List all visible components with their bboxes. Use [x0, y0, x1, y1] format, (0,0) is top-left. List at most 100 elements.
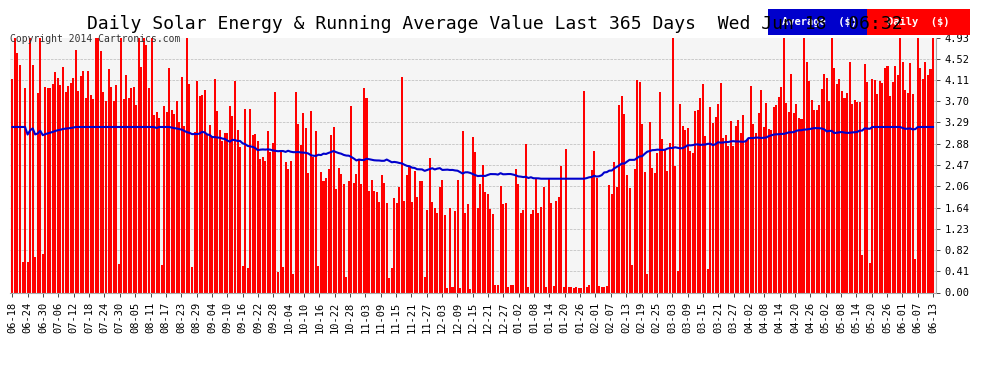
Bar [186, 38, 188, 292]
Bar [305, 128, 307, 292]
Bar [224, 133, 226, 292]
Bar [404, 201, 406, 292]
Bar [74, 50, 76, 292]
Bar [869, 263, 871, 292]
Bar [705, 136, 707, 292]
Bar [424, 277, 426, 292]
Bar [136, 105, 138, 292]
Bar [611, 194, 613, 292]
Bar [209, 124, 211, 292]
Bar [206, 135, 208, 292]
Bar [393, 198, 395, 292]
Bar [378, 202, 380, 292]
Bar [730, 121, 732, 292]
Bar [533, 210, 535, 292]
Bar [249, 110, 251, 292]
Bar [702, 84, 704, 292]
Bar [155, 111, 157, 292]
Bar [818, 105, 821, 292]
Bar [160, 265, 162, 292]
Bar [434, 208, 436, 292]
Bar [530, 214, 532, 292]
Bar [59, 85, 61, 292]
Bar [740, 133, 742, 292]
Bar [414, 171, 416, 292]
Bar [320, 172, 322, 292]
Bar [562, 286, 564, 292]
Bar [631, 264, 633, 292]
Bar [738, 120, 740, 292]
Bar [229, 106, 231, 292]
Bar [909, 63, 911, 292]
Bar [279, 152, 281, 292]
Bar [886, 66, 888, 292]
Bar [783, 38, 785, 292]
Bar [585, 287, 587, 292]
Bar [269, 152, 271, 292]
Bar [484, 192, 486, 292]
Bar [550, 203, 552, 292]
Bar [634, 170, 636, 292]
Bar [858, 102, 860, 292]
Bar [421, 182, 423, 292]
Bar [505, 203, 507, 292]
Bar [456, 180, 458, 292]
Bar [444, 215, 446, 292]
Bar [307, 173, 309, 292]
Bar [765, 103, 767, 292]
Bar [261, 157, 263, 292]
Bar [733, 146, 735, 292]
Bar [338, 168, 340, 292]
Bar [32, 65, 34, 292]
Bar [90, 94, 92, 292]
Bar [325, 178, 327, 292]
Bar [193, 132, 196, 292]
Bar [710, 106, 712, 292]
Bar [40, 38, 42, 292]
Bar [471, 137, 474, 292]
Bar [547, 178, 549, 292]
Bar [884, 69, 886, 292]
Bar [181, 77, 183, 292]
Bar [461, 131, 463, 292]
Bar [310, 111, 312, 292]
Bar [811, 100, 813, 292]
Bar [697, 110, 699, 292]
Bar [219, 130, 221, 292]
Bar [930, 69, 932, 292]
Bar [568, 286, 570, 292]
Bar [510, 285, 512, 292]
Bar [920, 68, 922, 292]
Bar [178, 122, 180, 292]
Bar [343, 184, 345, 292]
Bar [707, 269, 709, 292]
Bar [829, 101, 831, 292]
Bar [497, 285, 499, 292]
Bar [922, 79, 924, 292]
Bar [153, 115, 155, 292]
Bar [621, 96, 623, 292]
Bar [232, 116, 234, 292]
Bar [347, 181, 349, 292]
Bar [894, 66, 896, 292]
Bar [398, 187, 400, 292]
Bar [158, 118, 160, 292]
Bar [575, 287, 577, 292]
Bar [370, 180, 372, 292]
Bar [188, 84, 190, 292]
Bar [687, 128, 689, 292]
Bar [416, 197, 418, 292]
Bar [601, 287, 603, 292]
Bar [861, 255, 863, 292]
Bar [176, 101, 178, 292]
Bar [525, 144, 527, 292]
Bar [917, 38, 919, 292]
Bar [808, 81, 810, 292]
Bar [927, 75, 929, 292]
Bar [573, 288, 575, 292]
Bar [341, 174, 343, 292]
Bar [191, 267, 193, 292]
Bar [629, 188, 631, 292]
Bar [871, 80, 873, 292]
Bar [227, 134, 229, 292]
